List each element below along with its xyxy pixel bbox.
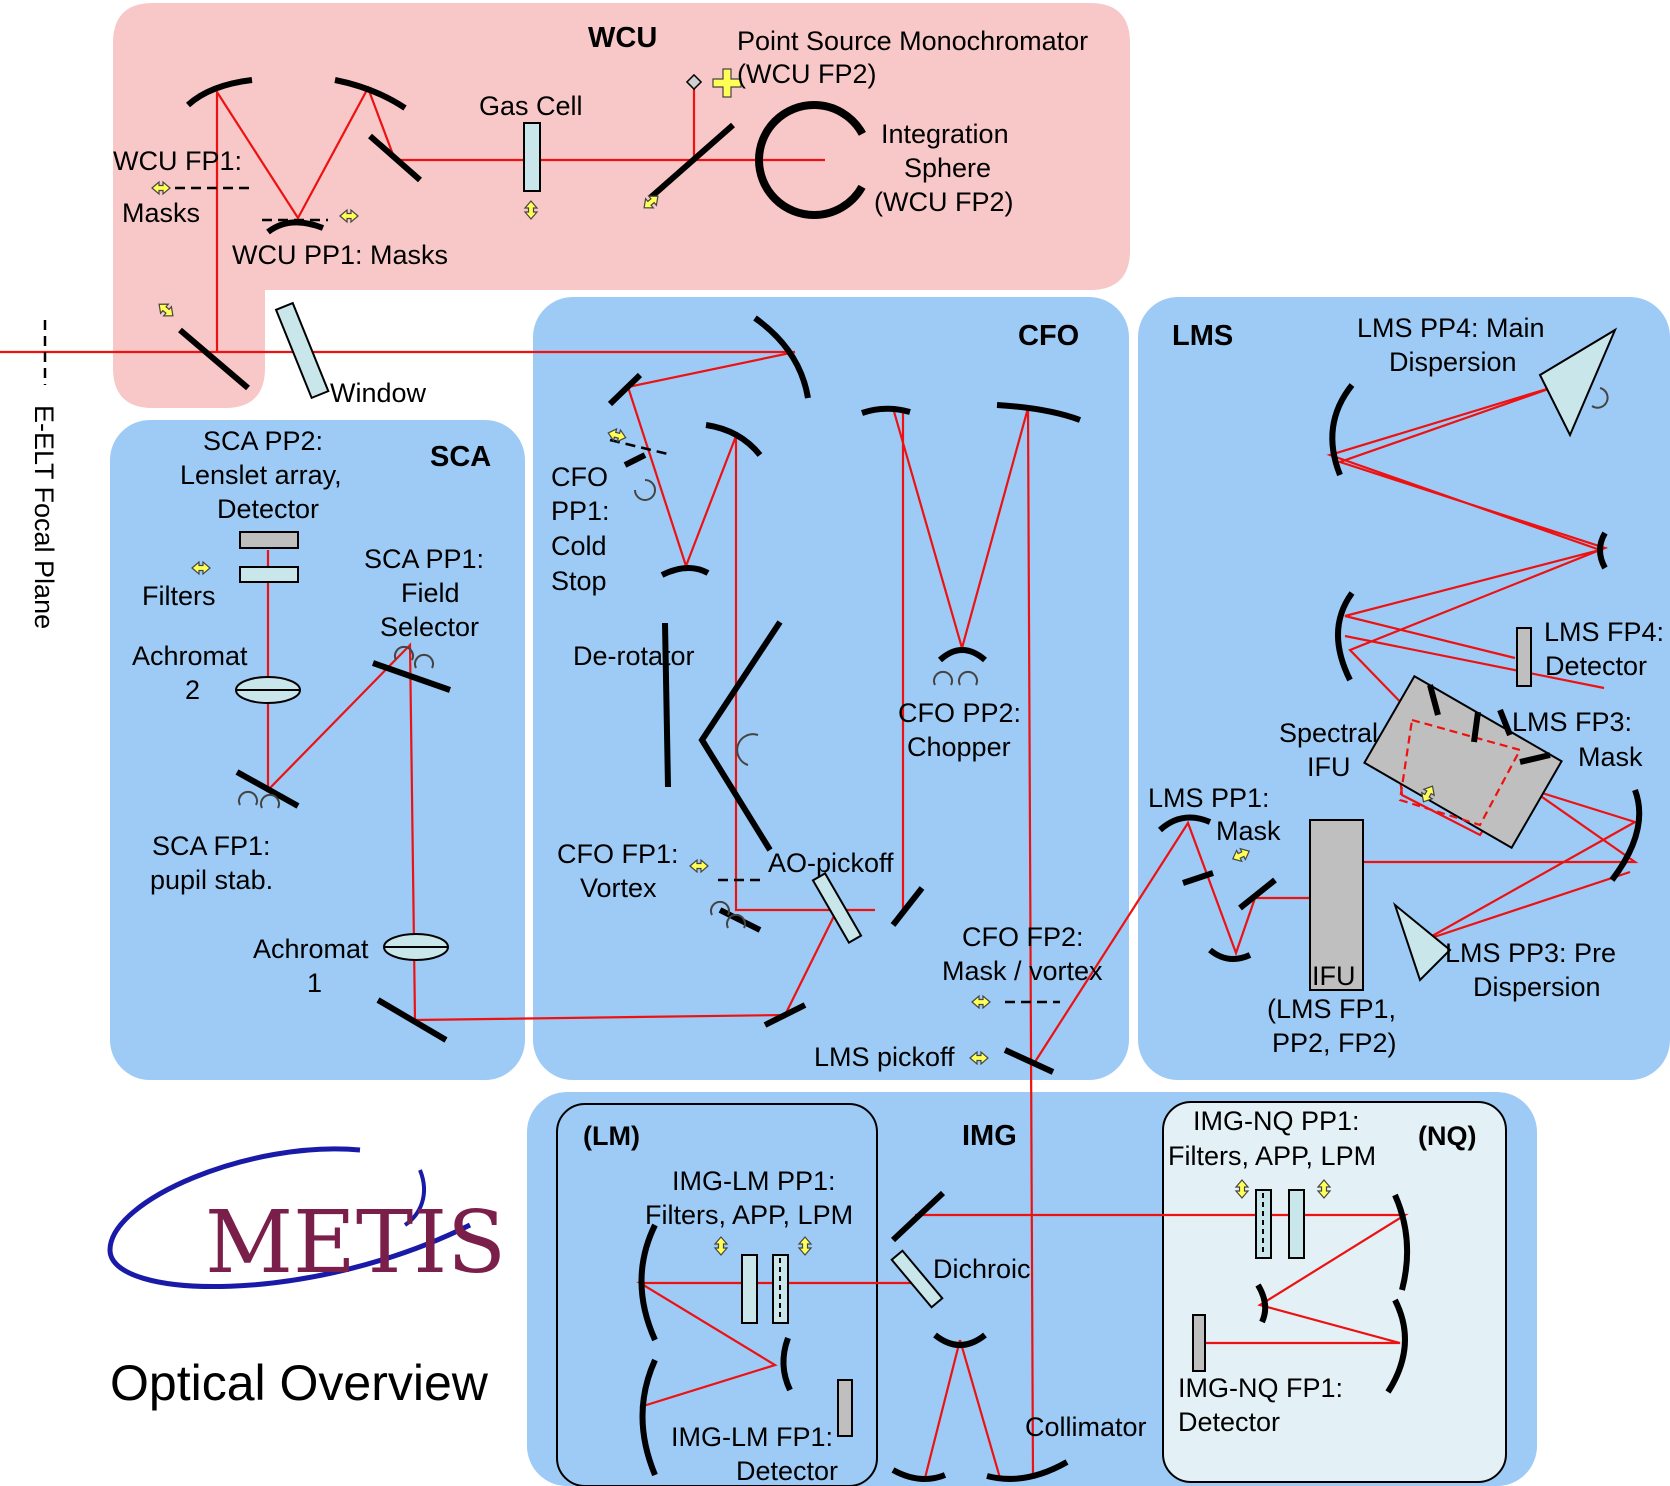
label-de-rotator: De-rotator (573, 641, 695, 671)
module-title-wcu: WCU (588, 22, 657, 54)
module-title-img: IMG (962, 1120, 1017, 1152)
label-lms-pp3-2: Dispersion (1473, 972, 1601, 1002)
module-title-sca: SCA (430, 441, 491, 473)
label-img-nq-fp1: IMG-NQ FP1: (1178, 1373, 1343, 1403)
label-sca-pp1: SCA PP1: (364, 544, 484, 574)
label-spectral-ifu: Spectral (1279, 718, 1378, 748)
label-spectral-ifu-2: IFU (1307, 752, 1351, 782)
label-integration-sphere-2: Sphere (904, 153, 991, 183)
label-sca-pp1-3: Selector (380, 612, 479, 642)
subpanel-title-nq: (NQ) (1418, 1121, 1476, 1151)
label-lms-fp3: LMS FP3: (1512, 707, 1632, 737)
label-cfo-pp1-3: Cold (551, 531, 607, 561)
wcu-elements (151, 68, 873, 400)
label-filters: Filters (142, 581, 216, 611)
label-sca-fp1-2: pupil stab. (150, 865, 273, 895)
label-img-nq-pp1: IMG-NQ PP1: (1193, 1106, 1360, 1136)
metis-logo-text: METIS (205, 1193, 506, 1293)
gas-cell-element (523, 122, 541, 192)
label-lms-fp3-2: Mask (1578, 742, 1643, 772)
label-collimator: Collimator (1025, 1412, 1147, 1442)
label-lms-pp3: LMS PP3: Pre (1445, 938, 1616, 968)
label-achromat-1: Achromat (253, 934, 369, 964)
label-img-lm-fp1: IMG-LM FP1: (671, 1422, 833, 1452)
label-dichroic: Dichroic (933, 1254, 1031, 1284)
label-cfo-pp1-4: Stop (551, 566, 607, 596)
label-lms-pp1: LMS PP1: (1148, 783, 1270, 813)
main-dispersion-prism (1538, 327, 1618, 438)
label-cfo-fp2-2: Mask / vortex (942, 956, 1103, 986)
label-window: Window (330, 378, 427, 408)
e-elt-focal-plane-marker: E-ELT Focal Plane (29, 320, 59, 629)
module-title-cfo: CFO (1018, 320, 1079, 352)
label-lms-pp4: LMS PP4: Main (1357, 313, 1545, 343)
label-sca-pp2-3: Detector (217, 494, 319, 524)
label-point-source-monochromator-sub: (WCU FP2) (737, 59, 876, 89)
label-ifu-sub: (LMS FP1, (1267, 994, 1396, 1024)
wcu-panel (113, 3, 1130, 408)
label-point-source-monochromator: Point Source Monochromator (737, 26, 1088, 56)
label-cfo-fp1-2: Vortex (580, 873, 657, 903)
ao-pickoff-element (811, 871, 863, 945)
lms-elements (1157, 327, 1643, 991)
label-integration-sphere-3: (WCU FP2) (874, 187, 1013, 217)
label-cfo-pp2-2: Chopper (907, 732, 1011, 762)
label-cfo-pp2: CFO PP2: (898, 698, 1021, 728)
img-elements (638, 1179, 1411, 1482)
label-cfo-pp1-2: PP1: (551, 496, 610, 526)
subpanel-title-lm: (LM) (583, 1121, 640, 1151)
window-element (274, 301, 330, 400)
label-wcu-fp1: WCU FP1: (113, 146, 242, 176)
module-title-lms: LMS (1172, 320, 1233, 352)
label-img-lm-pp1-2: Filters, APP, LPM (645, 1200, 853, 1230)
cfo-elements (606, 315, 1082, 1075)
label-wcu-fp1-masks: Masks (122, 198, 200, 228)
label-ifu-sub-2: PP2, FP2) (1272, 1028, 1397, 1058)
pre-dispersion-prism (1392, 902, 1452, 982)
ifu-element (1309, 819, 1364, 991)
label-achromat-1-num: 1 (307, 968, 322, 998)
spectral-ifu-box (1363, 674, 1563, 850)
label-lms-fp4-2: Detector (1545, 651, 1647, 681)
caption-optical-overview: Optical Overview (110, 1355, 489, 1411)
label-lms-pickoff: LMS pickoff (814, 1042, 955, 1072)
sca-elements (191, 531, 451, 1043)
label-lms-pp4-2: Dispersion (1389, 347, 1517, 377)
label-sca-pp2-2: Lenslet array, (180, 460, 342, 490)
label-integration-sphere: Integration (881, 119, 1009, 149)
label-img-nq-pp1-2: Filters, APP, LPM (1168, 1141, 1376, 1171)
label-sca-pp2: SCA PP2: (203, 426, 323, 456)
label-ifu: IFU (1312, 961, 1356, 991)
label-gas-cell: Gas Cell (479, 91, 583, 121)
sca-panel (110, 420, 525, 1080)
label-img-nq-fp1-2: Detector (1178, 1407, 1280, 1437)
label-achromat-2: Achromat (132, 641, 248, 671)
dichroic-element (890, 1249, 944, 1309)
label-sca-pp1-2: Field (401, 578, 460, 608)
label-wcu-pp1: WCU PP1: Masks (232, 240, 448, 270)
img-nq-subpanel (1162, 1101, 1507, 1483)
metis-logo (107, 1146, 472, 1289)
img-lm-subpanel (556, 1103, 878, 1486)
label-img-lm-pp1: IMG-LM PP1: (672, 1166, 836, 1196)
label-lms-pp1-2: Mask (1216, 816, 1281, 846)
label-cfo-fp2: CFO FP2: (962, 922, 1084, 952)
label-cfo-pp1: CFO (551, 462, 608, 492)
label-sca-fp1: SCA FP1: (152, 831, 271, 861)
label-img-lm-fp1-2: Detector (736, 1456, 838, 1486)
cfo-panel (533, 297, 1129, 1080)
label-ao-pickoff: AO-pickoff (768, 848, 894, 878)
label-lms-fp4: LMS FP4: (1544, 617, 1664, 647)
label-achromat-2-num: 2 (185, 675, 200, 705)
label-e-elt-focal-plane: E-ELT Focal Plane (29, 405, 59, 629)
integration-sphere (755, 101, 873, 219)
label-cfo-fp1: CFO FP1: (557, 839, 679, 869)
